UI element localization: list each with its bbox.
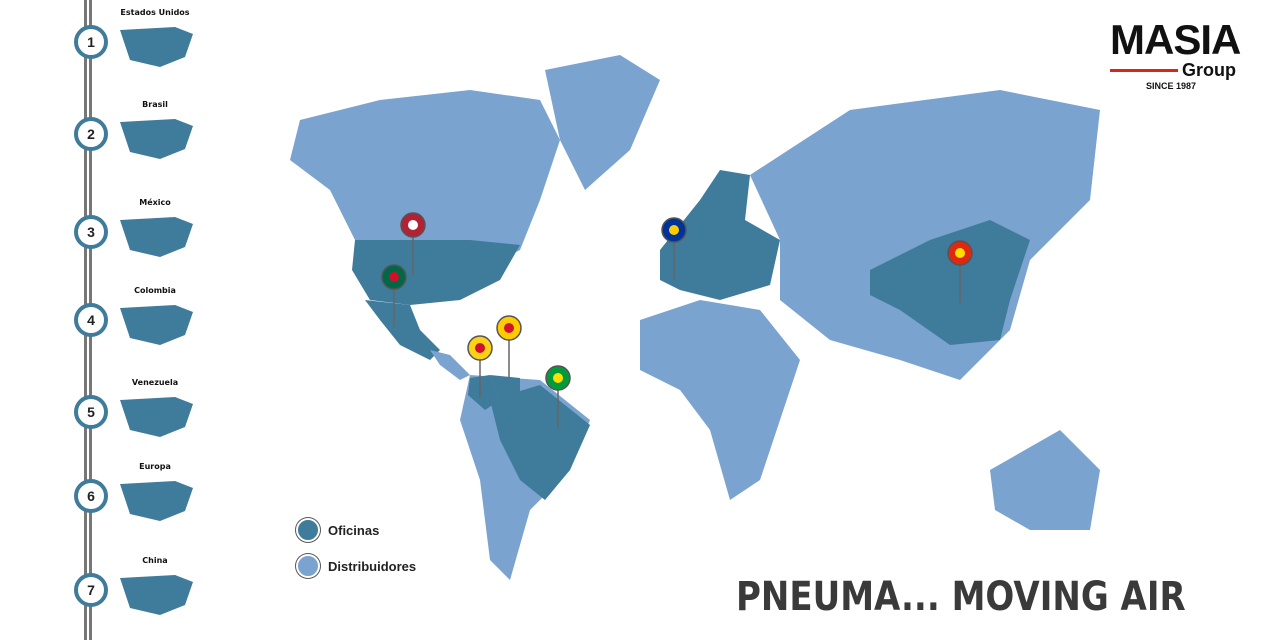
logo-red-bar (1110, 69, 1178, 72)
country-silhouette (120, 481, 193, 521)
step-number: 5 (87, 404, 95, 420)
country-silhouette (120, 575, 193, 615)
step-1: 1 (74, 25, 108, 59)
world-map (290, 55, 1100, 580)
brazil-flag-pin[interactable] (545, 365, 571, 428)
country-silhouette (120, 27, 193, 67)
step-5: 5 (74, 395, 108, 429)
australia (990, 430, 1100, 530)
country-label: México (139, 198, 171, 207)
logo-since: SINCE 1987 (1146, 81, 1197, 91)
venezuela-flag-pin[interactable] (496, 315, 522, 378)
venezuela (490, 375, 520, 400)
country-silhouette (120, 119, 193, 159)
step-number: 3 (87, 224, 95, 240)
asia (750, 90, 1100, 380)
logo-group: Group (1182, 60, 1236, 80)
country-label: Estados Unidos (120, 8, 190, 17)
step-6: 6 (74, 479, 108, 513)
legend-offices: Oficinas (296, 518, 379, 542)
country-label: Europa (139, 462, 171, 471)
country-label: Colombia (134, 286, 176, 295)
africa (640, 300, 800, 500)
greenland (545, 55, 660, 190)
europe (660, 170, 780, 300)
legend-distributors: Distribuidores (296, 554, 416, 578)
masia-logo: MASIA Group SINCE 1987 (1110, 16, 1245, 91)
step-number: 4 (87, 312, 95, 328)
usa (352, 240, 520, 305)
country-label: Brasil (142, 100, 168, 109)
step-number: 1 (87, 34, 95, 50)
legend-offices-label: Oficinas (328, 522, 380, 538)
colombia-flag-pin[interactable] (467, 335, 493, 398)
step-4: 4 (74, 303, 108, 337)
usa-flag-pin[interactable] (400, 212, 426, 275)
country-label: China (142, 556, 168, 565)
colombia (468, 375, 500, 410)
step-7: 7 (74, 573, 108, 607)
step-number: 7 (87, 582, 95, 598)
step-2: 2 (74, 117, 108, 151)
offices-swatch (296, 518, 320, 542)
mexico (365, 300, 440, 360)
legend-distributors-label: Distribuidores (328, 558, 417, 574)
china-flag-pin[interactable] (947, 240, 973, 303)
north-america (290, 90, 560, 275)
distributors-swatch (296, 554, 320, 578)
slogan: PNEUMA... MOVING AIR (736, 574, 1186, 620)
china (870, 220, 1030, 345)
step-number: 6 (87, 488, 95, 504)
country-silhouette (120, 217, 193, 257)
country-silhouette (120, 397, 193, 437)
mexico-flag-pin[interactable] (381, 264, 407, 327)
brazil (490, 385, 590, 500)
country-label: Venezuela (131, 378, 179, 387)
eu-flag-pin[interactable] (661, 217, 687, 280)
step-number: 2 (87, 126, 95, 142)
country-silhouette (120, 305, 193, 345)
logo-name: MASIA (1110, 16, 1241, 63)
central-america (430, 350, 470, 380)
step-3: 3 (74, 215, 108, 249)
